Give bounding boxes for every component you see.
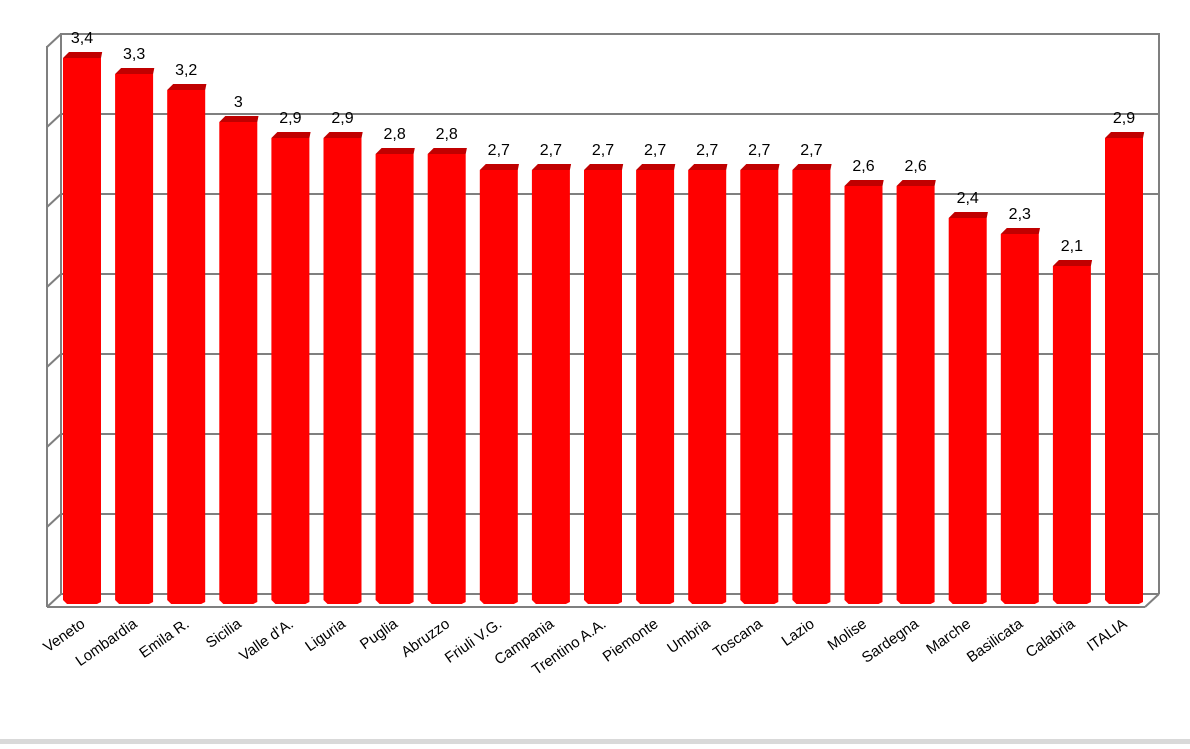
- tick-label: Liguria: [302, 615, 349, 655]
- gridline-side: [46, 593, 62, 608]
- bar: [584, 170, 622, 604]
- data-label: 2,3: [1009, 206, 1031, 223]
- bar-top: [375, 148, 415, 154]
- bar: [219, 122, 258, 604]
- bar-layer: [63, 52, 1145, 604]
- bar-top: [844, 180, 884, 186]
- tick-label: Basilicata: [964, 615, 1027, 666]
- tick-label: Emila R.: [136, 615, 192, 661]
- gridline-side: [46, 33, 62, 48]
- bar: [688, 170, 727, 604]
- tick-label: Piemonte: [600, 615, 662, 665]
- bar: [271, 138, 310, 604]
- bar-top: [896, 180, 936, 186]
- floor-right-edge: [1144, 593, 1160, 608]
- bar: [896, 186, 935, 604]
- data-label: 2,7: [540, 142, 562, 159]
- data-label: 2,1: [1061, 238, 1083, 255]
- bar-top: [531, 164, 572, 170]
- bar: [427, 154, 466, 604]
- data-label: 2,7: [644, 142, 666, 159]
- data-label: 3: [234, 94, 243, 111]
- bar-top: [792, 164, 832, 170]
- tick-label: Umbria: [664, 615, 714, 657]
- bar: [63, 58, 101, 604]
- bar-top: [219, 116, 259, 122]
- bar: [636, 170, 675, 604]
- data-label: 2,7: [800, 142, 822, 159]
- data-label: 2,9: [279, 110, 301, 127]
- data-label: 3,4: [71, 30, 93, 47]
- data-label: 2,7: [592, 142, 614, 159]
- data-label: 2,4: [957, 190, 979, 207]
- gridline-side: [46, 433, 62, 448]
- data-label: 2,6: [904, 158, 926, 175]
- data-label: 2,7: [748, 142, 770, 159]
- gridline-side: [46, 273, 62, 288]
- bar-top: [1105, 132, 1145, 138]
- bar: [375, 154, 414, 604]
- bar-top: [323, 132, 363, 138]
- data-label: 2,7: [696, 142, 718, 159]
- tick-label: Sardegna: [859, 615, 923, 667]
- tick-label: Lazio: [779, 615, 818, 649]
- bar: [479, 170, 518, 604]
- bar: [531, 170, 570, 604]
- data-label: 3,3: [123, 46, 145, 63]
- bar: [1052, 266, 1091, 604]
- bar: [740, 170, 779, 604]
- tick-label: Molise: [825, 615, 870, 654]
- bar: [167, 90, 206, 604]
- bar-top: [584, 164, 624, 170]
- value-label-layer: 3,4 3,3 3,2 3 2,9 2,9 2,8 2,8 2,7 2,7 2,7 2,7 2,7 2,7…: [71, 30, 1135, 255]
- data-label: 2,6: [852, 158, 874, 175]
- data-label: 2,9: [1113, 110, 1135, 127]
- bar: [1000, 234, 1039, 604]
- bar: [323, 138, 362, 604]
- bar-top: [948, 212, 988, 218]
- bar: [792, 170, 831, 604]
- data-label: 2,7: [488, 142, 510, 159]
- bar-top: [271, 132, 311, 138]
- data-label: 2,9: [331, 110, 353, 127]
- bar-top: [740, 164, 780, 170]
- data-label: 2,8: [383, 126, 405, 143]
- bar-top: [427, 148, 467, 154]
- data-label: 3,2: [175, 62, 197, 79]
- gridline-side: [46, 113, 62, 128]
- bar-top: [479, 164, 519, 170]
- gridline-side: [46, 513, 62, 528]
- bar-top: [167, 84, 207, 90]
- tick-label: Toscana: [710, 615, 766, 661]
- bar-top: [1000, 228, 1040, 234]
- bar: [844, 186, 883, 604]
- bar-top: [688, 164, 728, 170]
- tick-label: Sicilia: [203, 615, 245, 652]
- bar-top: [63, 52, 103, 58]
- bar: [948, 218, 987, 604]
- tick-label: Puglia: [357, 615, 401, 653]
- bar-top: [636, 164, 676, 170]
- tick-label: ITALIA: [1084, 615, 1130, 655]
- gridline-side: [46, 353, 62, 368]
- bar-top: [115, 68, 155, 74]
- tick-label: Valle d'A.: [236, 615, 296, 664]
- gridline-side: [46, 193, 62, 208]
- bottom-divider: [0, 739, 1190, 744]
- data-label: 2,8: [436, 126, 458, 143]
- bar: [115, 74, 154, 604]
- tick-label: Calabria: [1023, 615, 1079, 661]
- bar: [1105, 138, 1143, 604]
- bar-top: [1052, 260, 1093, 266]
